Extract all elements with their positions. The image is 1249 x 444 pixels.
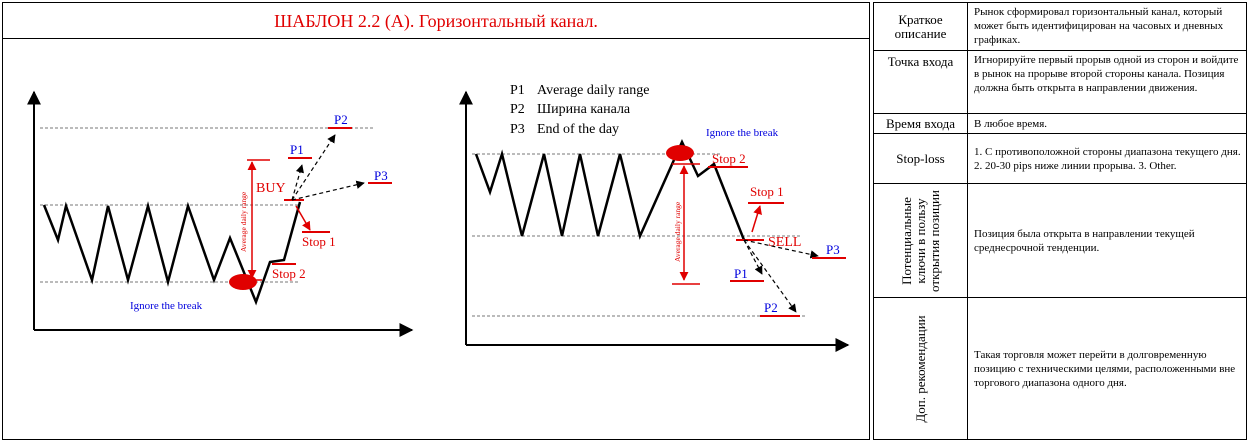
legend-key-p1: P1: [510, 83, 525, 98]
right-chart: P1 Average daily range P2 Ширина канала …: [459, 83, 850, 352]
left-p1-projection: [291, 164, 304, 201]
row-label-entry-time: Время входа: [873, 113, 968, 134]
row-desc-stop-loss: 1. С противоположной стороны диапазона т…: [967, 133, 1247, 184]
left-chart: Ignore the break Average daily range BUY…: [27, 90, 414, 337]
right-ignore-break-marker: [666, 145, 694, 161]
row-label-recommendations-cell: Доп. рекомендации: [873, 297, 968, 440]
legend-key-p3: P3: [510, 122, 525, 137]
legend-text-p3: End of the day: [537, 122, 619, 137]
chart-area: Ignore the break Average daily range BUY…: [27, 83, 850, 352]
table-row-stop-loss: Stop-loss 1. С противоположной стороны д…: [873, 133, 1247, 184]
right-stop1-arrow: [751, 205, 762, 233]
legend-text-p1: Average daily range: [537, 83, 649, 98]
row-label-description: Краткое описание: [873, 2, 968, 51]
left-p3-label: P3: [374, 168, 388, 183]
row-label-stop-loss: Stop-loss: [873, 133, 968, 184]
right-stop2-label: Stop 2: [712, 151, 746, 166]
left-ignore-break-label: Ignore the break: [130, 300, 203, 312]
template-panel: ШАБЛОН 2.2 (А). Горизонтальный канал.: [2, 2, 870, 440]
right-sell-label: SELL: [768, 235, 801, 250]
page-title: ШАБЛОН 2.2 (А). Горизонтальный канал.: [274, 11, 598, 31]
left-ignore-break-marker: [229, 274, 257, 290]
left-stop1-arrow: [295, 205, 311, 231]
left-range-label: Average daily range: [239, 191, 248, 252]
title-bar: ШАБЛОН 2.2 (А). Горизонтальный канал.: [3, 3, 869, 39]
row-desc-entry-point: Игнорируйте первый прорыв одной из сторо…: [967, 50, 1247, 114]
info-table: Краткое описание Рынок сформировал гориз…: [873, 2, 1247, 440]
right-ignore-break-label: Ignore the break: [706, 127, 779, 139]
legend-text-p2: Ширина канала: [537, 102, 631, 117]
table-row-recommendations: Доп. рекомендации Такая торговля может п…: [873, 297, 1247, 440]
left-price-line: [42, 201, 302, 306]
row-desc-entry-time: В любое время.: [967, 113, 1247, 134]
right-stop1-label: Stop 1: [750, 184, 784, 199]
left-stop2-label: Stop 2: [272, 266, 306, 281]
row-desc-description: Рынок сформировал горизонтальный канал, …: [967, 2, 1247, 51]
right-p2-label: P2: [764, 300, 778, 315]
right-price-line: [474, 139, 746, 241]
right-p3-label: P3: [826, 242, 840, 257]
row-label-recommendations: Доп. рекомендации: [912, 314, 928, 423]
right-p1-label: P1: [734, 266, 748, 281]
left-buy-label: BUY: [256, 181, 286, 196]
table-row-potential-keys: Потенциальные ключи в пользу открытия по…: [873, 183, 1247, 298]
row-desc-recommendations: Такая торговля может перейти в долговрем…: [967, 297, 1247, 440]
left-p2-projection: [291, 134, 336, 201]
table-row-entry-point: Точка входа Игнорируйте первый прорыв од…: [873, 50, 1247, 114]
table-row-description: Краткое описание Рынок сформировал гориз…: [873, 2, 1247, 51]
row-label-potential-keys: Потенциальные ключи в пользу открытия по…: [898, 189, 942, 292]
left-stop1-label: Stop 1: [302, 234, 336, 249]
table-row-entry-time: Время входа В любое время.: [873, 113, 1247, 134]
right-p3-projection: [743, 239, 819, 259]
right-p2-projection: [743, 239, 797, 313]
left-p2-label: P2: [334, 112, 348, 127]
row-label-entry-point: Точка входа: [873, 50, 968, 114]
row-label-potential-keys-cell: Потенциальные ключи в пользу открытия по…: [873, 183, 968, 298]
left-p3-projection: [291, 180, 365, 201]
left-p1-label: P1: [290, 142, 304, 157]
legend-key-p2: P2: [510, 102, 525, 117]
right-range-label: Average daily range: [673, 201, 682, 262]
row-desc-potential-keys: Позиция была открыта в направлении текущ…: [967, 183, 1247, 298]
